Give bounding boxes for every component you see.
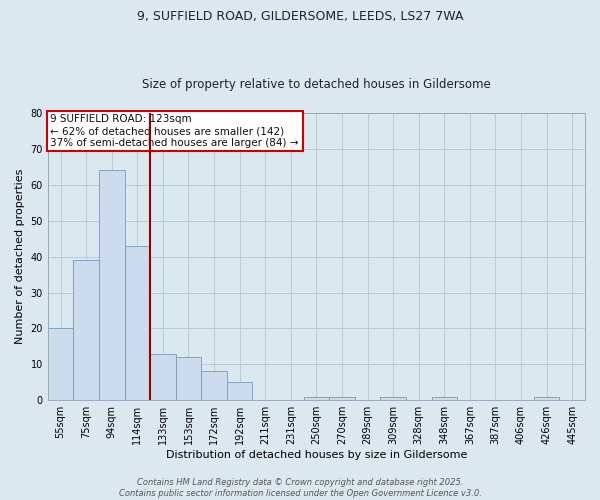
Title: Size of property relative to detached houses in Gildersome: Size of property relative to detached ho… <box>142 78 491 91</box>
Bar <box>48 328 73 400</box>
Bar <box>150 354 176 400</box>
Text: Contains HM Land Registry data © Crown copyright and database right 2025.
Contai: Contains HM Land Registry data © Crown c… <box>119 478 481 498</box>
Bar <box>99 170 125 400</box>
Bar <box>73 260 99 400</box>
Bar <box>304 396 329 400</box>
Text: 9, SUFFIELD ROAD, GILDERSOME, LEEDS, LS27 7WA: 9, SUFFIELD ROAD, GILDERSOME, LEEDS, LS2… <box>137 10 463 23</box>
Y-axis label: Number of detached properties: Number of detached properties <box>15 169 25 344</box>
Bar <box>227 382 253 400</box>
Bar <box>176 357 201 400</box>
Bar <box>125 246 150 400</box>
Bar <box>329 396 355 400</box>
Text: 9 SUFFIELD ROAD: 123sqm
← 62% of detached houses are smaller (142)
37% of semi-d: 9 SUFFIELD ROAD: 123sqm ← 62% of detache… <box>50 114 299 148</box>
X-axis label: Distribution of detached houses by size in Gildersome: Distribution of detached houses by size … <box>166 450 467 460</box>
Bar <box>201 372 227 400</box>
Bar <box>380 396 406 400</box>
Bar <box>431 396 457 400</box>
Bar <box>534 396 559 400</box>
